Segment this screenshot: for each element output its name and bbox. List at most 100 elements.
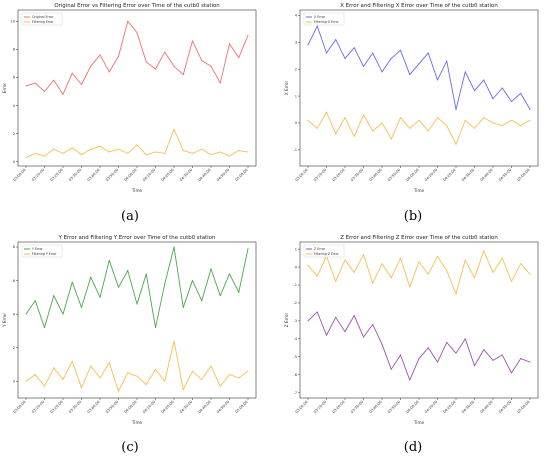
x-tick-label: 05:00:00 [516,167,531,182]
data-point [390,138,392,140]
data-point [228,43,231,45]
legend-entry: Filtering Y Error [32,252,57,256]
data-point [446,341,448,343]
y-tick-label: 4 [13,104,16,108]
data-point [325,52,328,54]
data-point [335,39,337,41]
x-tick-label: 04:10:00 [424,167,439,182]
data-point [34,373,36,376]
data-point [201,379,203,381]
x-tick-label: 04:30:00 [461,399,476,414]
data-point [307,264,309,266]
data-point [510,119,513,121]
y-axis-label: Y Error [2,313,7,328]
x-tick-label: 04:30:00 [179,399,194,414]
y-tick-label: 3 [295,40,297,44]
chart-title: Original Error vs Filtering Error over T… [54,3,219,9]
data-point [529,273,531,275]
data-point [127,152,129,154]
data-point [117,390,120,392]
x-tick-label: 03:00:00 [12,167,27,182]
data-point [154,68,157,70]
y-tick-label: -1 [293,283,297,287]
data-point [372,323,374,326]
panel-label: (a) [121,209,139,224]
data-point [99,145,101,147]
data-point [117,286,120,288]
x-tick-label: 03:40:00 [368,399,383,414]
data-point [362,114,365,116]
data-point [43,327,46,329]
x-tick-label: 03:00:00 [294,167,309,182]
data-point [427,52,429,54]
data-point [219,151,221,153]
data-point [127,372,129,374]
x-tick-label: 04:40:00 [197,399,212,414]
data-point [145,384,147,386]
y-tick-label: 10 [10,19,15,23]
chart-panel-4: Z Error and Filtering Z Error over Time … [284,235,539,455]
data-point [390,57,392,59]
x-axis-label: Time [413,188,425,193]
x-tick-label: 03:40:00 [368,167,383,182]
x-tick-label: 03:20:00 [49,167,64,182]
x-tick-label: 04:30:00 [179,167,194,182]
data-point [219,82,221,84]
data-point [418,63,420,65]
x-tick-label: 04:10:00 [142,167,157,182]
data-point [127,20,129,22]
data-point [173,65,175,67]
x-tick-label: 04:00:00 [123,167,138,182]
data-point [182,74,184,76]
data-point [436,255,439,257]
data-point [510,280,513,283]
data-point [436,79,439,81]
x-tick-label: 05:00:00 [234,167,249,182]
x-tick-label: 04:20:00 [160,399,175,414]
data-point [418,358,420,360]
x-tick-label: 03:40:00 [86,167,101,182]
y-tick-label: 0 [13,160,16,164]
data-point [108,259,110,262]
plot-frame [299,9,539,167]
data-point [145,61,147,63]
data-point [353,47,355,49]
data-point [399,354,402,356]
plot-frame [299,241,539,399]
data-point [228,373,231,376]
data-point [173,340,175,342]
data-point [117,55,120,57]
legend-entry: Z Error [314,247,326,251]
panel-label: (d) [404,440,422,455]
data-point [529,119,531,121]
y-tick-label: -7 [293,391,297,395]
y-axis-label: Z Error [284,313,289,328]
data-point [501,257,503,259]
data-point [191,370,194,372]
data-point [307,119,309,121]
data-point [90,276,92,278]
data-point [492,359,494,361]
data-point [80,83,83,86]
data-point [62,379,64,381]
data-point [210,268,212,270]
x-tick-label: 03:40:00 [86,399,101,414]
data-point [390,368,392,370]
x-axis-label: Time [131,188,143,193]
series-1 [307,25,531,111]
x-axis-label: Time [413,420,425,425]
chart-panel-1: Original Error vs Filtering Error over T… [2,3,257,224]
data-point [455,143,457,146]
y-tick-label: 8 [13,245,16,249]
x-tick-label: 03:20:00 [331,167,346,182]
data-point [154,327,157,329]
data-point [353,271,355,274]
data-point [483,250,485,252]
y-tick-label: 6 [13,76,16,80]
data-point [353,135,355,137]
data-point [201,148,203,150]
data-point [446,270,448,272]
data-point [520,125,522,127]
data-point [390,277,392,279]
x-tick-label: 05:00:00 [516,399,531,414]
